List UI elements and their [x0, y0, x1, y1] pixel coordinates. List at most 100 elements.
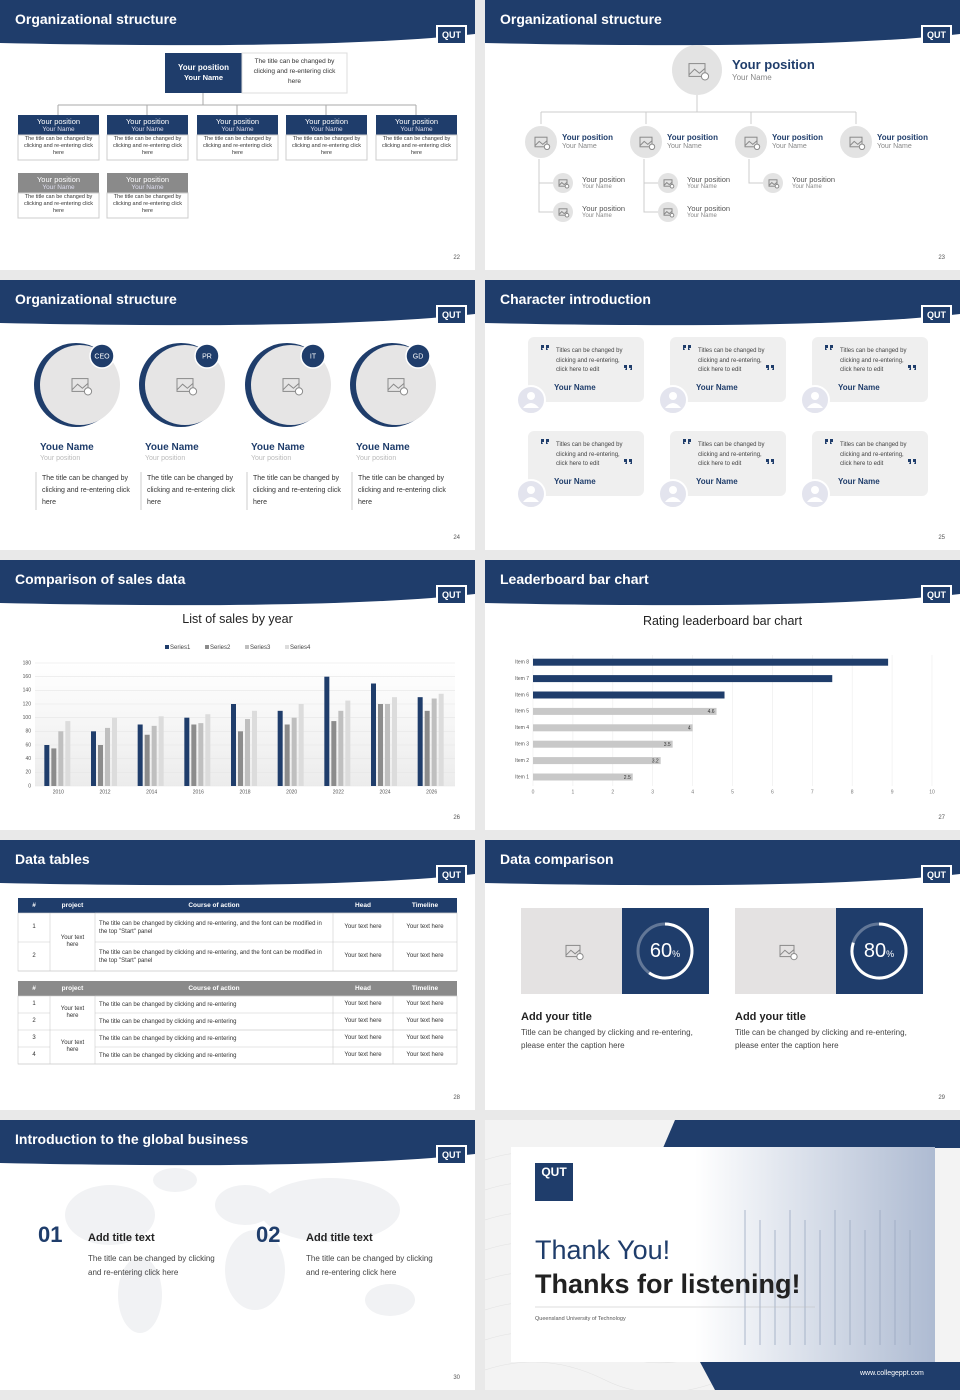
slide: QUT Thank You! Thanks for listening! Queens…: [485, 1120, 960, 1390]
badge-label: PR: [202, 353, 212, 360]
badge: [405, 343, 431, 369]
bar: [533, 675, 833, 683]
logo-box: [923, 587, 950, 603]
image-icon: [774, 183, 780, 189]
image-icon: [176, 378, 194, 392]
name: Your Name: [877, 143, 912, 150]
cell: Your text here: [406, 923, 444, 930]
quote-mark: [825, 439, 833, 444]
legend-label: Series4: [290, 645, 311, 651]
image-icon: [648, 143, 656, 151]
page-number: 30: [453, 1375, 460, 1381]
badge-label: GD: [413, 353, 424, 360]
cell: 1: [32, 923, 36, 930]
header-band: [0, 840, 475, 886]
image-icon: [387, 383, 405, 391]
position: Your position: [40, 455, 81, 462]
image-icon: [768, 181, 778, 186]
name: Your Name: [400, 126, 433, 133]
image-icon: [779, 949, 795, 956]
header-band: [485, 560, 960, 606]
cell: Your text here: [344, 1000, 382, 1007]
badge: [300, 343, 326, 369]
y-tick-label: Item 6: [515, 692, 529, 698]
y-tick-label: Item 1: [515, 774, 529, 780]
bar: [58, 731, 64, 786]
header-band: [485, 0, 960, 46]
page-number: 23: [938, 255, 945, 261]
bar: [417, 697, 423, 786]
stat-value: 80: [863, 940, 887, 962]
image-icon: [700, 72, 710, 81]
page-number: 28: [453, 1095, 460, 1101]
logo: QUT: [442, 870, 462, 880]
slide-canvas: QUT 0 20 40 60 80 100 120 140 160 180 Series1 Series…: [0, 560, 475, 795]
map-shape: [118, 1257, 162, 1333]
logo: QUT: [927, 590, 947, 600]
image-icon: [639, 136, 653, 148]
cell: Your text here: [406, 1000, 444, 1007]
bar: [338, 710, 344, 786]
map-shape: [215, 1185, 275, 1225]
image-icon: [294, 387, 304, 396]
bar: [284, 724, 290, 786]
bar: [198, 723, 204, 786]
bar: [277, 710, 283, 786]
quote: Titles can be changed by clicking and re…: [698, 442, 765, 467]
badge-label: IT: [310, 353, 317, 360]
position: Your position: [877, 133, 928, 142]
y-tick-label: 40: [25, 756, 31, 762]
image-icon: [744, 136, 758, 148]
item-text: Title can be changed by clicking and re-…: [521, 1028, 693, 1050]
slide: QUT Character introduction 25 Titles can be…: [485, 280, 960, 550]
position: Your position: [251, 455, 292, 462]
image-icon: [639, 140, 653, 146]
image-icon: [565, 949, 581, 956]
map-shape: [260, 1178, 400, 1242]
bar: [144, 734, 150, 786]
slide-title: Comparison of sales data: [15, 571, 186, 587]
slide: QUT CEO PR IT GD Organizational structure 24 Yo…: [0, 280, 475, 550]
y-tick-label: Item 7: [515, 676, 529, 682]
bar: [385, 704, 390, 786]
slide-title: Organizational structure: [15, 11, 177, 27]
badge: [89, 343, 115, 369]
name: Your Name: [562, 143, 597, 150]
column-header: Course of action: [188, 985, 240, 992]
box-text: The title can be changed by clicking and…: [23, 194, 94, 214]
box-text: The title can be changed by clicking and…: [202, 136, 273, 156]
logo-box: [923, 307, 950, 323]
position: Your position: [732, 57, 815, 72]
top-box: [165, 53, 242, 93]
map-shape: [65, 1185, 155, 1245]
name: Your Name: [772, 143, 807, 150]
logo: QUT: [442, 1150, 462, 1160]
name: Your Name: [687, 184, 717, 190]
quote: Titles can be changed by clicking and re…: [556, 442, 623, 467]
position: Your position: [178, 63, 229, 72]
slide-title: Data comparison: [500, 851, 614, 867]
value-label: 3.2: [652, 758, 659, 764]
y-tick-label: Item 8: [515, 660, 529, 666]
avatar-head: [527, 392, 535, 400]
bar: [137, 724, 143, 786]
position: Your position: [687, 175, 731, 184]
x-tick-label: 8: [851, 789, 854, 795]
image-icon: [534, 140, 548, 146]
header-band: [0, 0, 475, 46]
image-icon: [282, 378, 300, 392]
y-tick-label: 120: [23, 701, 32, 707]
quote-mark: [908, 365, 916, 370]
logo-box: [535, 1163, 573, 1201]
box-header: [18, 115, 99, 135]
name: Your Name: [554, 477, 596, 486]
note-box: [241, 52, 348, 94]
bar: [533, 740, 673, 748]
position: Your position: [36, 175, 81, 184]
bar: [44, 745, 50, 786]
image-icon: [849, 140, 863, 146]
table-header: [18, 981, 457, 996]
image-icon: [768, 179, 778, 187]
bar: [331, 721, 337, 786]
cell: The title can be changed by clicking and…: [99, 1035, 237, 1042]
